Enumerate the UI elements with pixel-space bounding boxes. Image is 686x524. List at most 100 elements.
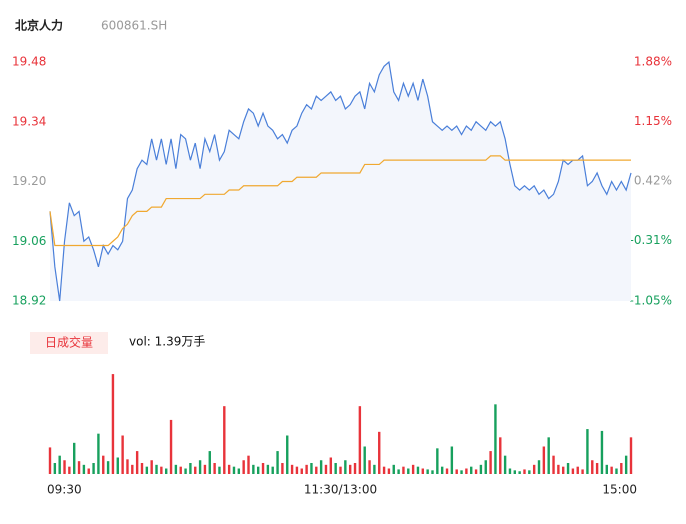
volume-bar <box>353 463 357 474</box>
volume-bar <box>305 464 308 474</box>
volume-bar <box>397 469 400 474</box>
volume-bar <box>440 466 444 474</box>
volume-bar <box>145 466 149 474</box>
volume-bar <box>591 460 594 474</box>
volume-bar <box>87 468 90 474</box>
volume-bar <box>111 374 115 474</box>
volume-bar <box>450 446 454 474</box>
volume-bar <box>465 468 468 474</box>
volume-bar <box>431 470 434 474</box>
volume-bar <box>252 464 255 474</box>
y-tick-label: 19.34 <box>12 114 46 128</box>
volume-bar <box>169 419 173 474</box>
volume-bar <box>295 466 299 474</box>
x-tick-label: 15:00 <box>602 483 637 497</box>
volume-bar <box>319 460 323 474</box>
y2-tick-label: -1.05% <box>630 294 672 308</box>
y-tick-label: 18.92 <box>12 294 46 308</box>
volume-bar <box>203 464 207 474</box>
x-tick-label: 09:30 <box>47 483 82 497</box>
y2-tick-label: 1.88% <box>634 55 672 69</box>
volume-bar <box>256 466 260 474</box>
volume-bar <box>82 464 86 474</box>
volume-bar <box>286 435 289 474</box>
volume-bar <box>363 446 366 474</box>
volume-bar <box>276 451 279 474</box>
volume-bar <box>605 464 608 474</box>
volume-bar <box>247 455 250 474</box>
volume-bar <box>198 460 202 474</box>
volume-bar <box>135 451 139 474</box>
volume-bar <box>213 463 216 474</box>
volume-bar <box>600 430 604 474</box>
volume-bar <box>421 468 425 474</box>
volume-bar <box>499 437 502 474</box>
volume-bar <box>513 470 516 474</box>
volume-bar <box>344 460 347 474</box>
volume-bar <box>489 451 492 474</box>
chart-subtitle: 600861.SH <box>101 19 167 33</box>
volume-bar <box>339 466 342 474</box>
x-tick-label: 11:30/13:00 <box>304 483 377 497</box>
volume-bar <box>261 463 265 474</box>
volume-bar <box>68 466 71 474</box>
volume-bar <box>581 469 584 474</box>
volume-bar <box>126 459 129 474</box>
volume-bar <box>455 469 458 474</box>
volume-bar <box>77 461 81 474</box>
volume-label-bg <box>30 332 108 354</box>
volume-bar <box>227 464 231 474</box>
volume-bar <box>571 468 575 474</box>
volume-text: vol: 1.39万手 <box>129 335 205 349</box>
volume-bar <box>557 464 560 474</box>
volume-bar <box>155 464 158 474</box>
volume-bar <box>537 460 541 474</box>
y2-tick-label: -0.31% <box>630 233 672 247</box>
volume-bar <box>436 448 439 474</box>
volume-bar <box>150 460 153 474</box>
volume-bar <box>315 466 318 474</box>
volume-bar <box>160 466 163 474</box>
volume-bar <box>523 469 526 474</box>
y2-tick-label: 1.15% <box>634 114 672 128</box>
volume-bar <box>208 451 211 474</box>
volume-bar <box>460 470 463 474</box>
volume-bar <box>237 468 241 474</box>
y-tick-label: 19.48 <box>12 55 46 69</box>
volume-bar <box>334 463 337 474</box>
volume-bar <box>576 466 579 474</box>
volume-bar <box>411 464 415 474</box>
volume-bar <box>508 468 512 474</box>
volume-bar <box>329 457 333 474</box>
volume-bar <box>121 435 124 474</box>
volume-bar <box>106 461 110 474</box>
volume-bar <box>552 455 555 474</box>
volume-bar <box>53 463 57 474</box>
volume-bar <box>165 468 168 474</box>
volume-bar <box>503 455 507 474</box>
volume-bar <box>310 463 313 474</box>
volume-bar <box>610 466 613 474</box>
volume-bar <box>140 463 144 474</box>
volume-bar <box>368 460 371 474</box>
volume-bar <box>324 464 328 474</box>
volume-bar <box>532 464 536 474</box>
volume-bar <box>189 463 192 474</box>
volume-label: 日成交量 <box>45 335 93 350</box>
volume-bar <box>194 466 197 474</box>
volume-bar <box>218 466 221 474</box>
volume-bar <box>407 468 410 474</box>
volume-bar <box>528 470 531 474</box>
chart-title: 北京人力 <box>15 18 63 33</box>
price-line <box>49 60 632 302</box>
volume-bar <box>494 404 497 474</box>
volume-bar <box>624 455 628 474</box>
volume-bar <box>232 466 236 474</box>
price-area <box>50 62 631 301</box>
volume-bar <box>629 437 633 474</box>
volume-bar <box>271 466 274 474</box>
volume-bar <box>348 464 352 474</box>
volume-bar <box>92 463 95 474</box>
volume-bar <box>479 464 483 474</box>
